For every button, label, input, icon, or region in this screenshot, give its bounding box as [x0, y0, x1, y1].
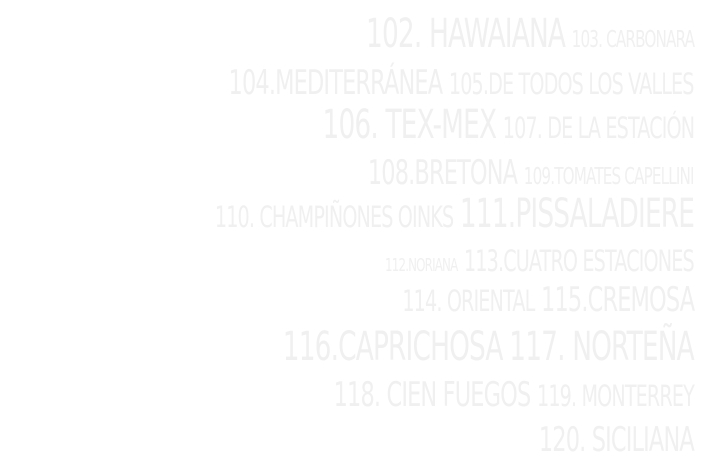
menu-item-110-champinones-oinks: 110. CHAMPIÑONES OINKS [214, 200, 454, 234]
menu-row-5: 110. CHAMPIÑONES OINKS 111.PISSALADIERE [214, 191, 695, 237]
menu-item-109-tomates-capellini: 109.TOMATES CAPELLINI [524, 164, 695, 190]
menu-row-4: 108.BRETONA 109.TOMATES CAPELLINI [368, 153, 695, 193]
menu-row-10: 120. SICILIANA [538, 420, 695, 460]
menu-item-120-siciliana: 120. SICILIANA [538, 420, 695, 460]
menu-item-111-pissaladiere: 111.PISSALADIERE [459, 191, 695, 237]
menu-item-105-de-todos-los-valles: 105.DE TODOS LOS VALLES [449, 67, 695, 101]
menu-item-103-carbonara: 103. CARBONARA [571, 27, 695, 53]
menu-item-119-monterrey: 119. MONTERREY [537, 379, 695, 413]
menu-row-6: 112.NORIANA 113.CUATRO ESTACIONES [385, 244, 695, 278]
menu-item-116-caprichosa: 116.CAPRICHOSA [282, 324, 504, 370]
menu-row-7: 114. ORIENTAL 115.CREMOSA [402, 280, 695, 320]
menu-item-102-hawaiana: 102. HAWAIANA [365, 11, 566, 57]
menu-row-1: 102. HAWAIANA 103. CARBONARA [365, 11, 695, 57]
menu-item-114-oriental: 114. ORIENTAL [402, 284, 535, 318]
menu-item-104-mediterranea: 104.MEDITERRÁNEA [228, 63, 444, 103]
menu-item-112-noriana: 112.NORIANA [385, 255, 458, 276]
menu-row-9: 118. CIEN FUEGOS 119. MONTERREY [333, 375, 695, 415]
menu-item-115-cremosa: 115.CREMOSA [540, 280, 695, 320]
menu-item-106-tex-mex: 106. TEX-MEX [322, 102, 497, 148]
menu-row-2: 104.MEDITERRÁNEA 105.DE TODOS LOS VALLES [228, 63, 695, 103]
menu-row-3: 106. TEX-MEX 107. DE LA ESTACIÓN [322, 102, 695, 148]
menu-item-107-de-la-estacion: 107. DE LA ESTACIÓN [502, 111, 695, 145]
menu-item-117-nortena: 117. NORTEÑA [509, 324, 694, 370]
menu-item-108-bretona: 108.BRETONA [368, 153, 518, 193]
menu-row-8: 116.CAPRICHOSA 117. NORTEÑA [282, 324, 695, 370]
menu-item-113-cuatro-estaciones: 113.CUATRO ESTACIONES [464, 244, 695, 278]
menu-item-118-cien-fuegos: 118. CIEN FUEGOS [333, 375, 532, 415]
